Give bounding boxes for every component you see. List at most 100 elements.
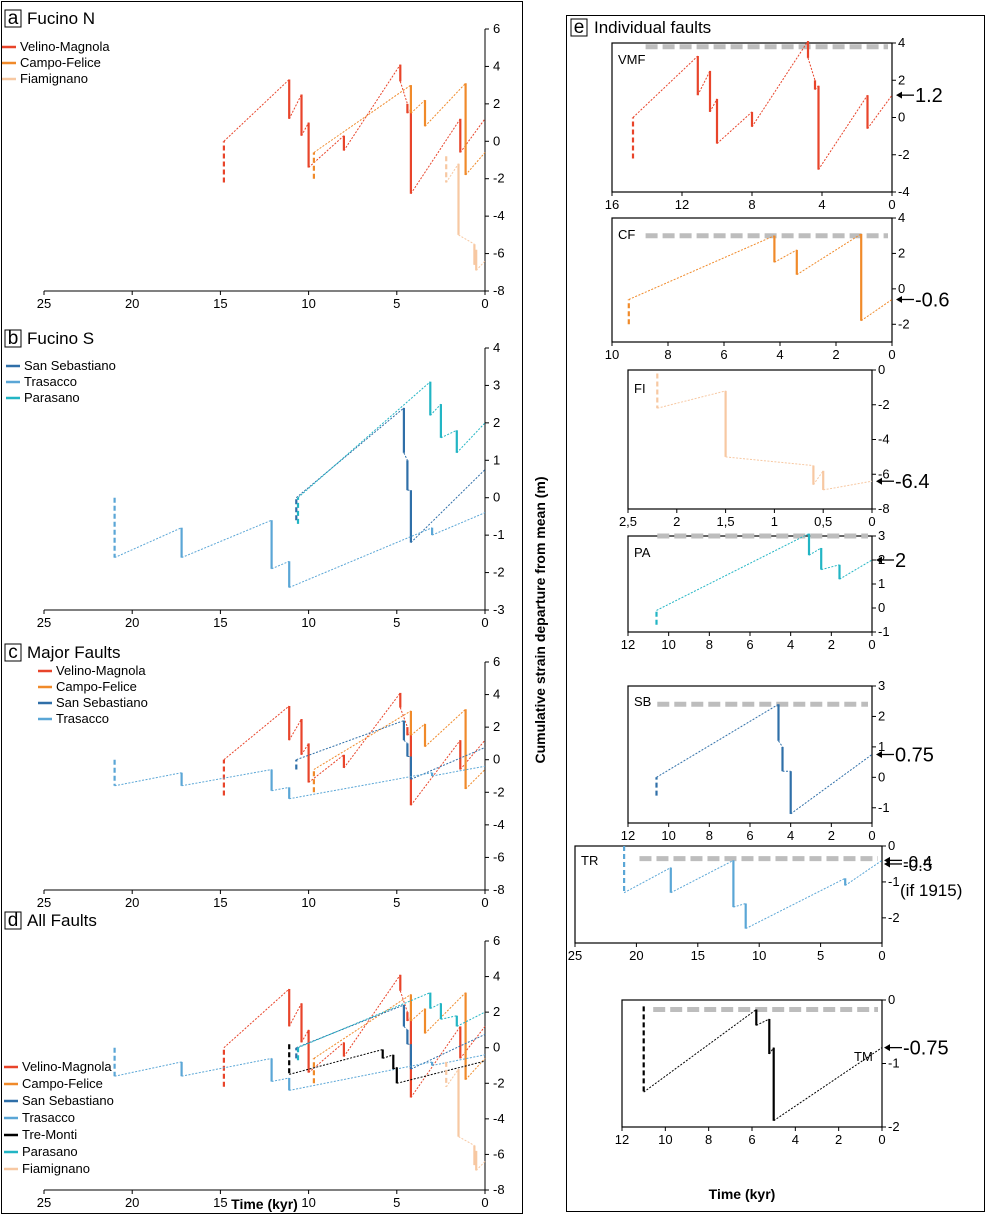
panel-letter: c — [8, 642, 18, 663]
series-velino-magnola-accumulation-segment — [301, 122, 310, 136]
legend-entry: Parasano — [24, 390, 80, 405]
x-tick-label: 6 — [720, 347, 727, 362]
y-tick-label: -6 — [878, 466, 890, 481]
legend-entry: San Sebastiano — [24, 358, 116, 373]
series-velino-magnola-accumulation-segment — [410, 118, 461, 194]
x-axis-label: Time (kyr) — [709, 1186, 776, 1202]
annotation-value: -0.4 — [903, 852, 932, 871]
x-tick-label: 5 — [817, 948, 824, 963]
series-velino-magnola-accumulation-segment — [459, 739, 486, 770]
x-tick-label: 1 — [771, 514, 778, 529]
y-tick-label: 0 — [493, 490, 500, 505]
x-tick-label: 10 — [301, 615, 315, 630]
y-tick-label: -4 — [878, 432, 890, 447]
series-parasano-accumulation-segment — [440, 429, 458, 439]
x-tick-label: 6 — [748, 1132, 755, 1147]
y-tick-label: 0 — [878, 600, 885, 615]
annotation-arrowhead — [876, 556, 882, 564]
x-tick-label: 0 — [878, 948, 885, 963]
y-tick-label: 1 — [878, 576, 885, 591]
y-tick-label: 0 — [493, 752, 500, 767]
panel-letter: e — [574, 17, 585, 38]
annotation-value: 1.2 — [915, 85, 943, 107]
subplot-frame — [611, 217, 893, 343]
subplot-fi: FI 2,5 2 1,5 1 0,5 0 0 -2 -4 -6 -8 -6.4 — [619, 362, 930, 529]
x-tick-label: 8 — [706, 637, 713, 652]
series-campo-felice-accumulation-segment — [410, 723, 426, 736]
series-velino-magnola-accumulation-segment — [288, 94, 302, 120]
y-tick-label: -2 — [898, 316, 910, 331]
x-tick-label: 2 — [828, 637, 835, 652]
series-campo-felice-accumulation-segment — [410, 99, 426, 114]
subplot-frame — [621, 999, 883, 1128]
y-tick-label: 2 — [493, 719, 500, 734]
y-tick-label: 0 — [888, 838, 895, 853]
series-fiamignano-accumulation-segment — [445, 1068, 459, 1088]
series-tm-accumulation-segment — [773, 1047, 883, 1122]
annotation-value: -0.75 — [903, 1038, 949, 1060]
y-tick-label: -2 — [493, 565, 505, 580]
y-tick-label: 6 — [493, 654, 500, 669]
series-campo-felice-accumulation-segment — [313, 84, 412, 153]
x-tick-label: 0 — [481, 296, 488, 311]
series-fiamignano-accumulation-segment — [458, 1136, 475, 1146]
series-tm-accumulation-segment — [643, 1009, 757, 1093]
y-tick-label: -2 — [493, 1075, 505, 1090]
y-tick-label: -6 — [493, 246, 505, 261]
series-velino-magnola-accumulation-segment — [399, 990, 408, 1013]
subplot-label: PA — [634, 545, 651, 560]
series-san-sebastiano — [295, 720, 486, 780]
subplot-label: SB — [634, 694, 651, 709]
panel-title: Fucino N — [27, 9, 95, 28]
x-tick-label: 16 — [605, 197, 619, 212]
y-tick-label: 4 — [493, 58, 500, 73]
y-tick-label: -1 — [888, 1056, 900, 1071]
x-tick-label: 0 — [481, 1195, 488, 1210]
x-tick-label: 25 — [37, 895, 51, 910]
y-tick-label: -1 — [878, 624, 890, 639]
series-parasano-accumulation-segment — [429, 403, 442, 416]
series-fi-accumulation-segment — [657, 390, 726, 409]
legend-entry: Fiamignano — [22, 1161, 90, 1176]
subplot-vmf: VMF 16 12 8 4 0 4 2 0 -2 -4 1.2 — [605, 35, 943, 212]
series-trasacco-accumulation-segment — [271, 786, 290, 792]
legend-entry: Trasacco — [24, 374, 77, 389]
panel-e-frame — [566, 15, 985, 1212]
legend-entry: Tre-Monti — [22, 1127, 77, 1142]
y-tick-label: 4 — [493, 969, 500, 984]
y-tick-label: 1 — [493, 452, 500, 467]
panel-title: Fucino S — [27, 329, 94, 348]
legend-entry: Parasano — [22, 1144, 78, 1159]
series-campo-felice-accumulation-segment — [424, 82, 466, 127]
series-trasacco-accumulation-segment — [432, 1054, 486, 1066]
series-tre-monti-accumulation-segment — [289, 1049, 383, 1075]
x-tick-label: 15 — [213, 615, 227, 630]
panel-letter-box — [4, 329, 22, 348]
x-tick-label: 0 — [868, 514, 875, 529]
annotation-value: -6.4 — [895, 471, 929, 493]
series-tr-accumulation-segment — [733, 903, 746, 908]
series-san-sebastiano-accumulation-segment — [403, 739, 408, 744]
annotation-arrowhead — [896, 295, 902, 303]
x-tick-label: 4 — [787, 828, 794, 843]
x-axis-label: Time (kyr) — [231, 1196, 298, 1212]
y-tick-label: 2 — [878, 708, 885, 723]
panel-letter-box — [4, 911, 22, 930]
series-velino-magnola-accumulation-segment — [343, 692, 401, 769]
annotation-value: -0.5 — [903, 856, 932, 875]
x-tick-label: 8 — [748, 197, 755, 212]
series-fiamignano — [445, 156, 486, 271]
y-tick-label: -8 — [493, 1182, 505, 1197]
series-campo-felice-accumulation-segment — [465, 769, 486, 790]
subplot-label: FI — [634, 381, 646, 396]
x-tick-label: 20 — [125, 615, 139, 630]
series-pa-accumulation-segment — [808, 547, 822, 556]
x-tick-label: 0 — [878, 1132, 885, 1147]
x-tick-label: 2 — [673, 514, 680, 529]
x-tick-label: 12 — [621, 637, 635, 652]
x-tick-label: 2 — [832, 347, 839, 362]
legend-entry: Fiamignano — [20, 71, 88, 86]
series-velino-magnola-accumulation-segment — [288, 1003, 302, 1027]
